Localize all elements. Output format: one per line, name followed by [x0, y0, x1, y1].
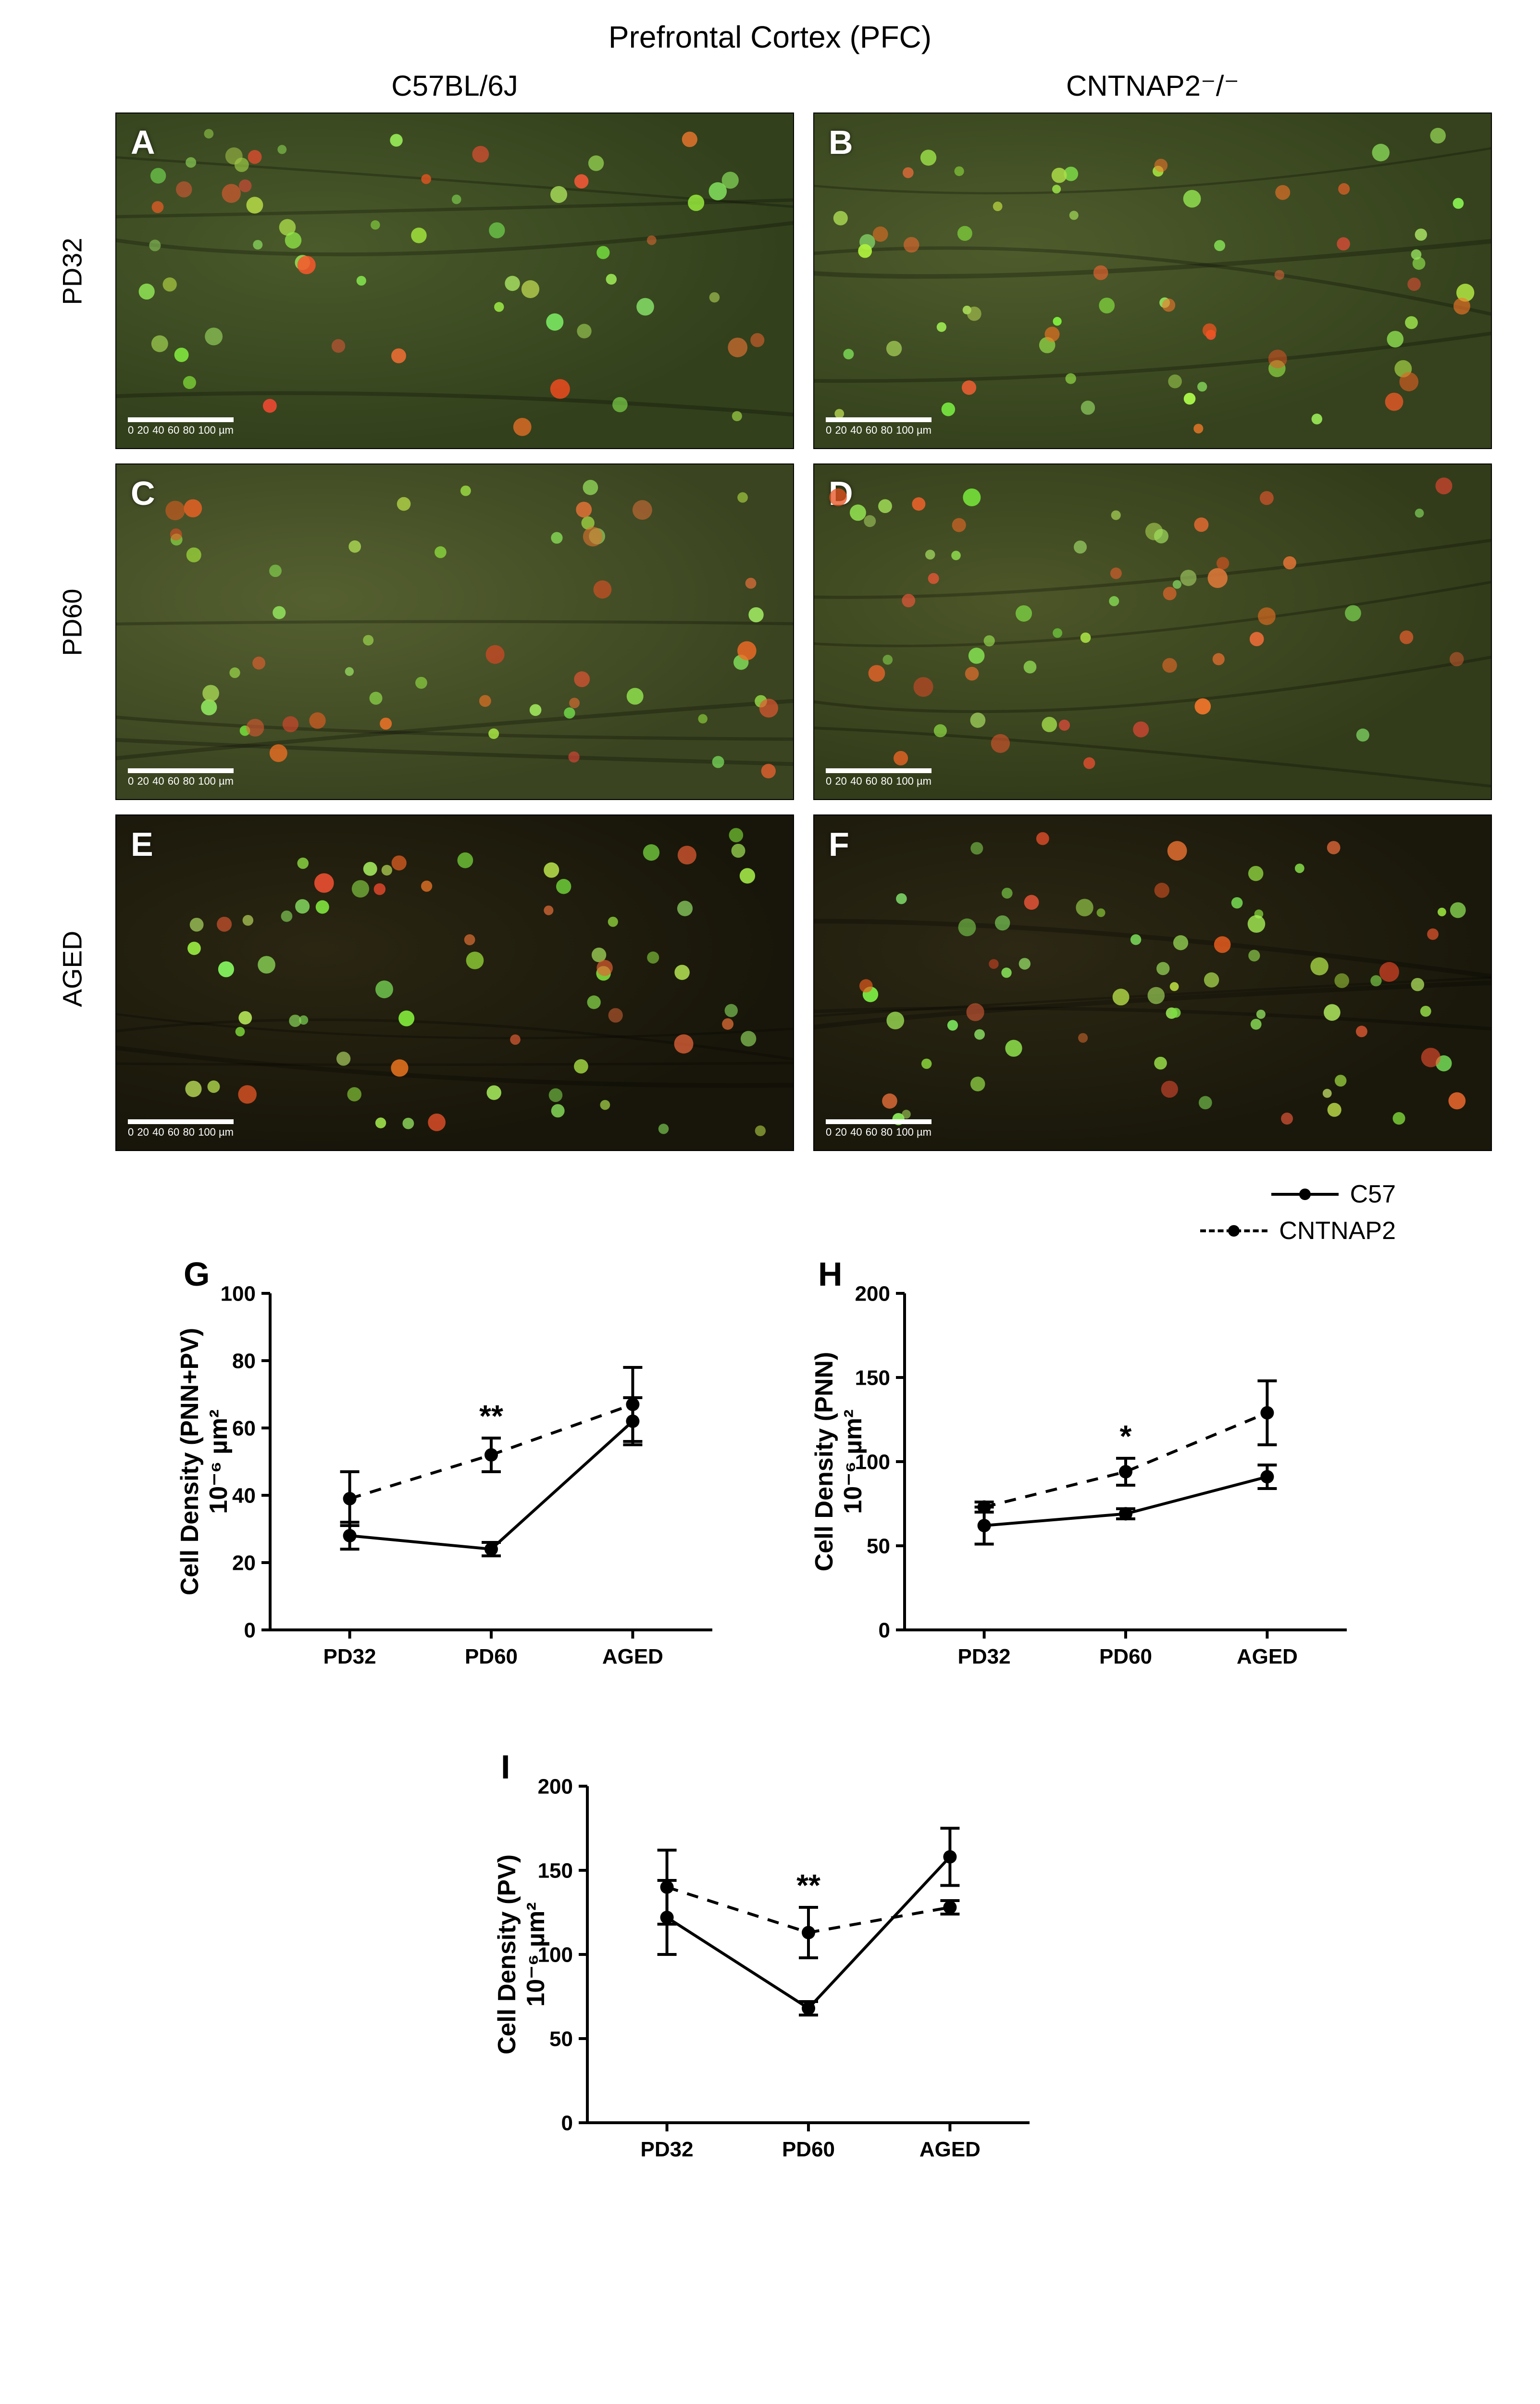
svg-text:PD32: PD32 [641, 2138, 694, 2161]
svg-text:Cell Density (PNN): Cell Density (PNN) [810, 1352, 838, 1572]
panel-letter: H [818, 1255, 843, 1293]
svg-text:10⁻⁶ µm²: 10⁻⁶ µm² [839, 1409, 867, 1514]
row-label: AGED [57, 959, 88, 1007]
svg-text:PD60: PD60 [465, 1645, 518, 1668]
micrograph-row: AGED E020406080100 µmF020406080100 µm [48, 814, 1492, 1151]
chart-g: 0 20 40 60 80 100 PD32 PD60 AGED Cell Density (PN… [164, 1265, 741, 1697]
svg-text:AGED: AGED [919, 2138, 981, 2161]
svg-text:**: ** [479, 1399, 503, 1433]
svg-text:10⁻⁶ µm²: 10⁻⁶ µm² [522, 1902, 550, 2006]
legend-symbol-dashed [1200, 1221, 1267, 1240]
row-label: PD32 [57, 257, 88, 305]
legend-cntnap2: CNTNAP2 [1200, 1216, 1396, 1245]
row-label: PD60 [57, 608, 88, 656]
svg-text:0: 0 [879, 1618, 890, 1642]
svg-text:40: 40 [232, 1484, 256, 1507]
panel-letter: I [501, 1748, 510, 1786]
legend-label: CNTNAP2 [1279, 1216, 1396, 1245]
legend-symbol-solid [1271, 1185, 1339, 1204]
svg-text:50: 50 [867, 1534, 890, 1558]
svg-text:PD32: PD32 [323, 1645, 376, 1668]
figure-title: Prefrontal Cortex (PFC) [48, 19, 1492, 55]
legend-c57: C57 [1271, 1180, 1396, 1209]
svg-text:80: 80 [232, 1349, 256, 1373]
col-header-left: C57BL/6J [115, 69, 794, 103]
svg-text:0: 0 [561, 2111, 573, 2135]
svg-text:200: 200 [538, 1775, 573, 1798]
svg-text:**: ** [796, 1868, 820, 1903]
svg-text:50: 50 [549, 2027, 573, 2051]
svg-text:Cell Density (PNN+PV): Cell Density (PNN+PV) [176, 1328, 204, 1595]
chart-i: 050100150200PD32PD60AGEDCell Density (PV… [482, 1757, 1058, 2190]
charts-row-top: G 020406080100PD32PD60AGEDCell Density (… [48, 1265, 1492, 1700]
svg-text:200: 200 [855, 1282, 890, 1305]
micrograph-row: PD60 C020406080100 µmD020406080100 µm [48, 463, 1492, 800]
micrograph-panel: D020406080100 µm [813, 463, 1492, 800]
cells-overlay [116, 113, 793, 448]
micrograph-panel: E020406080100 µm [115, 814, 794, 1151]
svg-text:*: * [1120, 1419, 1132, 1453]
svg-text:Cell Density (PV): Cell Density (PV) [493, 1854, 521, 2054]
cells-overlay [814, 815, 1491, 1150]
chart-i-wrap: I 050100150200PD32PD60AGEDCell Density (… [482, 1757, 1058, 2192]
svg-text:10⁻⁶ µm²: 10⁻⁶ µm² [205, 1409, 233, 1514]
panel-letter: G [184, 1255, 210, 1293]
chart-h-wrap: H 050100150200PD32PD60AGEDCell Density (… [799, 1265, 1376, 1700]
svg-text:100: 100 [221, 1282, 256, 1305]
scalebar: 020406080100 µm [128, 417, 234, 437]
chart-h: 050100150200PD32PD60AGEDCell Density (PN… [799, 1265, 1376, 1697]
svg-text:150: 150 [855, 1366, 890, 1390]
micrograph-panel: C020406080100 µm [115, 463, 794, 800]
svg-text:PD32: PD32 [958, 1645, 1011, 1668]
chart-g-wrap: G 020406080100PD32PD60AGEDCell Density (… [164, 1265, 741, 1700]
col-header-right: CNTNAP2⁻/⁻ [813, 69, 1492, 103]
micrograph-panel: F020406080100 µm [813, 814, 1492, 1151]
svg-text:60: 60 [232, 1416, 256, 1440]
figure-root: Prefrontal Cortex (PFC) C57BL/6J CNTNAP2… [48, 19, 1492, 2192]
legend: C57 CNTNAP2 [48, 1180, 1396, 1245]
legend-label: C57 [1350, 1180, 1396, 1209]
scalebar: 020406080100 µm [826, 1119, 931, 1139]
micrograph-grid: PD32A020406080100 µmB020406080100 µmPD60… [48, 113, 1492, 1151]
micrograph-panel: B020406080100 µm [813, 113, 1492, 449]
svg-text:PD60: PD60 [1099, 1645, 1152, 1668]
svg-text:0: 0 [244, 1618, 256, 1642]
svg-text:20: 20 [232, 1551, 256, 1575]
charts-row-bottom: I 050100150200PD32PD60AGEDCell Density (… [48, 1757, 1492, 2192]
svg-text:PD60: PD60 [782, 2138, 835, 2161]
cells-overlay [814, 464, 1491, 799]
cells-overlay [116, 815, 793, 1150]
scalebar: 020406080100 µm [826, 768, 931, 788]
micrograph-panel: A020406080100 µm [115, 113, 794, 449]
scalebar: 020406080100 µm [128, 1119, 234, 1139]
cells-overlay [116, 464, 793, 799]
micrograph-row: PD32 A020406080100 µmB020406080100 µm [48, 113, 1492, 449]
scalebar: 020406080100 µm [826, 417, 931, 437]
scalebar: 020406080100 µm [128, 768, 234, 788]
svg-text:150: 150 [538, 1859, 573, 1882]
column-headers: C57BL/6J CNTNAP2⁻/⁻ [115, 69, 1492, 103]
svg-text:AGED: AGED [602, 1645, 663, 1668]
cells-overlay [814, 113, 1491, 448]
svg-text:AGED: AGED [1237, 1645, 1298, 1668]
